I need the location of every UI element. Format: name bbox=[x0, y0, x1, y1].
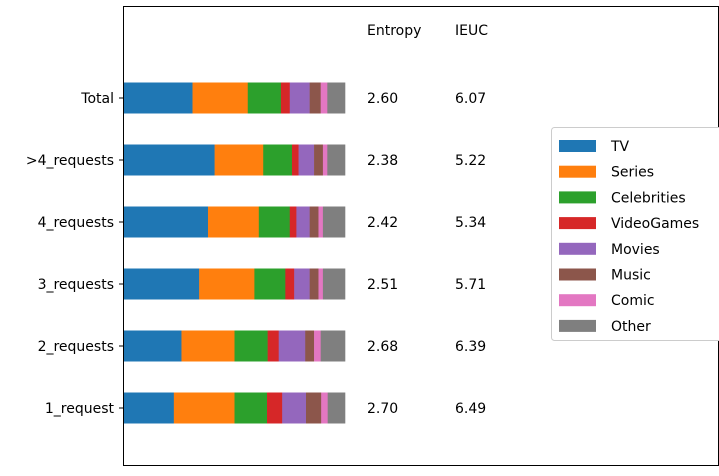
bar-2-requests-tv bbox=[124, 331, 182, 362]
bar-4-requests-other bbox=[327, 145, 345, 176]
legend-label-tv: TV bbox=[610, 139, 630, 155]
y-tick-label: 4_requests bbox=[38, 215, 114, 231]
bar-4-requests-movies bbox=[296, 207, 310, 238]
bar-4-requests-tv bbox=[124, 207, 208, 238]
bar-4-requests-comic bbox=[323, 145, 328, 176]
bar-4-requests-series bbox=[208, 207, 259, 238]
bar-total-videogames bbox=[281, 83, 290, 114]
bar-2-requests-series bbox=[181, 331, 234, 362]
entropy-value: 2.68 bbox=[367, 339, 398, 355]
bar-3-requests-music bbox=[310, 269, 319, 300]
bar-3-requests-other bbox=[323, 269, 345, 300]
legend-swatch-music bbox=[559, 269, 596, 281]
legend-swatch-other bbox=[559, 320, 596, 332]
bar-1-request-comic bbox=[321, 393, 328, 424]
legend-label-music: Music bbox=[611, 268, 651, 284]
bar-total-music bbox=[310, 83, 321, 114]
y-tick-label: Total bbox=[80, 91, 114, 107]
bar-1-request-series bbox=[174, 393, 235, 424]
bar-3-requests-movies bbox=[294, 269, 310, 300]
entropy-value: 2.70 bbox=[367, 401, 398, 417]
bar-3-requests-series bbox=[199, 269, 255, 300]
legend: TV Series Celebrities VideoGames Movies Music… bbox=[552, 128, 719, 341]
bar-1-request-videogames bbox=[267, 393, 282, 424]
legend-label-movies: Movies bbox=[611, 242, 660, 258]
bar-4-requests-celebrities bbox=[259, 207, 290, 238]
ieuc-value: 5.71 bbox=[455, 277, 486, 293]
legend-label-comic: Comic bbox=[611, 293, 655, 309]
legend-swatch-tv bbox=[559, 140, 596, 152]
y-tick-label: 2_requests bbox=[38, 339, 114, 355]
bar-2-requests-videogames bbox=[268, 331, 279, 362]
bar-3-requests-tv bbox=[124, 269, 199, 300]
metrics-table: Entropy IEUC 2.60 6.07 2.38 5.22 2.42 5.34 2.5… bbox=[367, 23, 488, 417]
y-tick-label: 3_requests bbox=[38, 277, 114, 293]
bar-3-requests-videogames bbox=[285, 269, 294, 300]
bar-2-requests-comic bbox=[314, 331, 321, 362]
entropy-value: 2.42 bbox=[367, 215, 398, 231]
bar-4-requests-videogames bbox=[292, 145, 299, 176]
bar-3-requests-celebrities bbox=[254, 269, 285, 300]
entropy-value: 2.60 bbox=[367, 91, 398, 107]
ieuc-value: 6.49 bbox=[455, 401, 486, 417]
legend-swatch-series bbox=[559, 166, 596, 178]
legend-label-celebrities: Celebrities bbox=[611, 190, 686, 206]
bar-2-requests-other bbox=[321, 331, 346, 362]
bar-total-tv bbox=[124, 83, 193, 114]
bar-3-requests-comic bbox=[318, 269, 323, 300]
entropy-value: 2.51 bbox=[367, 277, 398, 293]
bar-4-requests-tv bbox=[124, 145, 215, 176]
bar-2-requests-movies bbox=[279, 331, 306, 362]
legend-swatch-movies bbox=[559, 243, 596, 255]
legend-label-other: Other bbox=[611, 319, 651, 335]
legend-label-series: Series bbox=[611, 165, 654, 181]
ieuc-header: IEUC bbox=[455, 23, 488, 39]
bar-4-requests-videogames bbox=[290, 207, 297, 238]
bar-total-celebrities bbox=[248, 83, 281, 114]
ieuc-value: 6.39 bbox=[455, 339, 486, 355]
category-labels: Total >4_requests 4_requests 3_requests 2_re… bbox=[26, 91, 123, 417]
bar-total-movies bbox=[290, 83, 310, 114]
bar-1-request-tv bbox=[124, 393, 174, 424]
bar-4-requests-music bbox=[314, 145, 323, 176]
bar-4-requests-movies bbox=[299, 145, 315, 176]
bars-group bbox=[124, 83, 345, 424]
bar-1-request-music bbox=[306, 393, 321, 424]
bar-1-request-other bbox=[328, 393, 346, 424]
legend-swatch-videogames bbox=[559, 217, 596, 229]
bar-total-other bbox=[327, 83, 345, 114]
legend-label-videogames: VideoGames bbox=[611, 216, 699, 232]
ieuc-value: 5.22 bbox=[455, 153, 486, 169]
y-tick-label: 1_request bbox=[45, 401, 115, 417]
legend-swatch-comic bbox=[559, 294, 596, 306]
y-tick-label: >4_requests bbox=[26, 153, 114, 169]
bar-4-requests-music bbox=[310, 207, 319, 238]
bar-2-requests-music bbox=[305, 331, 314, 362]
bar-2-requests-celebrities bbox=[235, 331, 268, 362]
bar-total-series bbox=[193, 83, 249, 114]
entropy-value: 2.38 bbox=[367, 153, 398, 169]
bar-4-requests-series bbox=[215, 145, 264, 176]
bar-4-requests-other bbox=[323, 207, 345, 238]
ieuc-value: 6.07 bbox=[455, 91, 486, 107]
legend-swatch-celebrities bbox=[559, 191, 596, 203]
bar-4-requests-comic bbox=[318, 207, 323, 238]
entropy-header: Entropy bbox=[367, 23, 421, 39]
ieuc-value: 5.34 bbox=[455, 215, 486, 231]
bar-1-request-celebrities bbox=[235, 393, 268, 424]
bar-total-comic bbox=[321, 83, 328, 114]
bar-4-requests-celebrities bbox=[263, 145, 292, 176]
bar-1-request-movies bbox=[282, 393, 306, 424]
